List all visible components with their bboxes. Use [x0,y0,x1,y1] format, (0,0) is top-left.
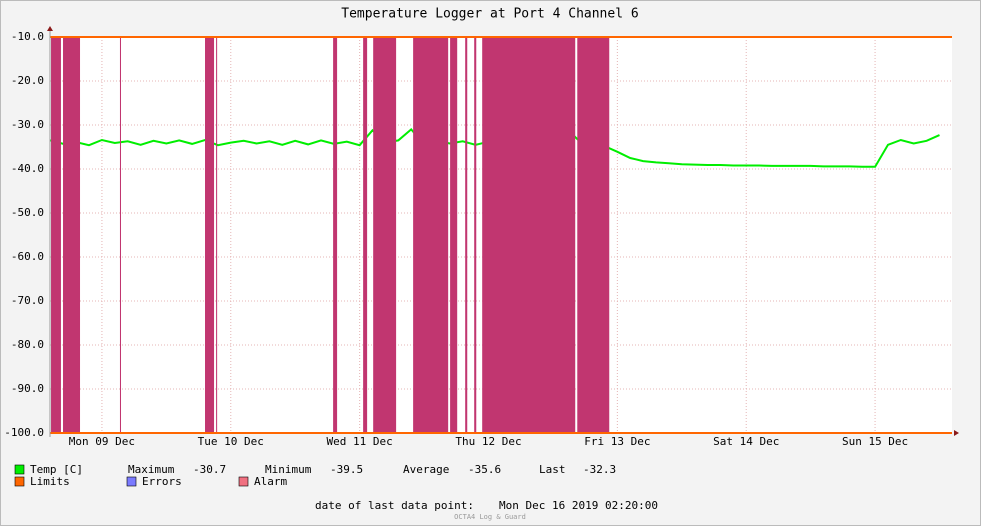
x-tick-label: Tue 10 Dec [198,435,264,448]
y-tick-label: -100.0 [4,426,44,439]
legend-label: Temp [C] [30,463,83,476]
legend-swatch [126,476,137,487]
y-tick-label: -40.0 [11,162,44,175]
stat-value: -39.5 [330,463,363,476]
alarm-period [577,37,610,433]
alarm-period [216,37,218,433]
stat-value: -35.6 [468,463,501,476]
stat-label: Maximum [128,463,175,476]
y-tick-label: -80.0 [11,338,44,351]
legend-label: Limits [30,475,70,488]
y-tick-label: -90.0 [11,382,44,395]
legend-swatch [14,476,25,487]
x-tick-label: Sun 15 Dec [842,435,908,448]
stat-label: Last [539,463,566,476]
x-tick-label: Mon 09 Dec [69,435,135,448]
stat-label: Average [403,463,449,476]
footer-date: Mon Dec 16 2019 02:20:00 [499,499,658,512]
legend-label: Errors [142,475,182,488]
legend-swatch [238,476,249,487]
footer-label: date of last data point: [315,499,474,512]
alarm-period [413,37,449,433]
stat-value: -30.7 [193,463,226,476]
x-axis-arrow [954,430,959,436]
alarm-period [119,37,122,433]
watermark: OCTA4 Log & Guard [454,513,526,521]
y-tick-label: -30.0 [11,118,44,131]
alarm-period [63,37,81,433]
alarm-period [450,37,458,433]
x-tick-label: Fri 13 Dec [584,435,650,448]
alarm-period [474,37,477,433]
chart-title: Temperature Logger at Port 4 Channel 6 [341,7,638,22]
alarm-period [51,37,61,433]
stat-label: Minimum [265,463,312,476]
alarm-period [205,37,215,433]
y-tick-label: -60.0 [11,250,44,263]
alarm-period [333,37,338,433]
alarm-period [465,37,468,433]
alarm-period [363,37,368,433]
y-axis-arrow [47,26,53,31]
y-tick-label: -70.0 [11,294,44,307]
stat-value: -32.3 [583,463,616,476]
legend-swatch [14,464,25,475]
x-tick-label: Sat 14 Dec [713,435,779,448]
x-tick-label: Wed 11 Dec [327,435,393,448]
y-tick-label: -20.0 [11,74,44,87]
y-tick-label: -10.0 [11,30,44,43]
y-tick-label: -50.0 [11,206,44,219]
alarm-period [373,37,397,433]
legend-label: Alarm [254,475,287,488]
x-tick-label: Thu 12 Dec [455,435,521,448]
alarm-period [482,37,576,433]
